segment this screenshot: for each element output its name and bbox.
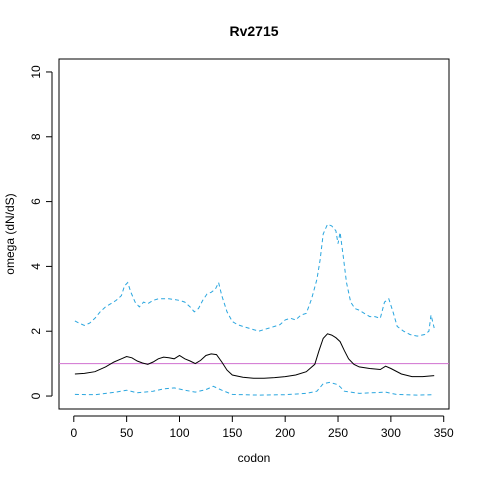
series-estimate-line <box>74 333 435 379</box>
y-axis: 0 2 4 6 8 10 <box>29 65 53 399</box>
y-tick-label: 6 <box>29 198 43 205</box>
plot-area <box>59 223 449 396</box>
y-axis-label: omega (dN/dS) <box>3 193 17 274</box>
y-tick-label: 4 <box>29 263 43 270</box>
x-axis: 0 50 100 150 200 250 300 350 <box>70 415 454 440</box>
y-tick-label: 8 <box>29 133 43 140</box>
x-tick-label: 300 <box>381 426 401 440</box>
series-upper-line <box>74 223 435 337</box>
x-tick-label: 150 <box>222 426 242 440</box>
plot-frame <box>58 58 450 410</box>
x-tick-label: 0 <box>70 426 77 440</box>
y-tick-label: 0 <box>29 392 43 399</box>
x-tick-label: 200 <box>275 426 295 440</box>
x-tick-label: 50 <box>120 426 134 440</box>
chart-title: Rv2715 <box>229 23 278 39</box>
x-axis-label: codon <box>238 451 271 465</box>
x-tick-label: 250 <box>328 426 348 440</box>
x-tick-label: 350 <box>434 426 454 440</box>
y-tick-label: 10 <box>29 65 43 79</box>
x-tick-label: 100 <box>169 426 189 440</box>
y-tick-label: 2 <box>29 328 43 335</box>
series-lower-line <box>74 381 435 396</box>
